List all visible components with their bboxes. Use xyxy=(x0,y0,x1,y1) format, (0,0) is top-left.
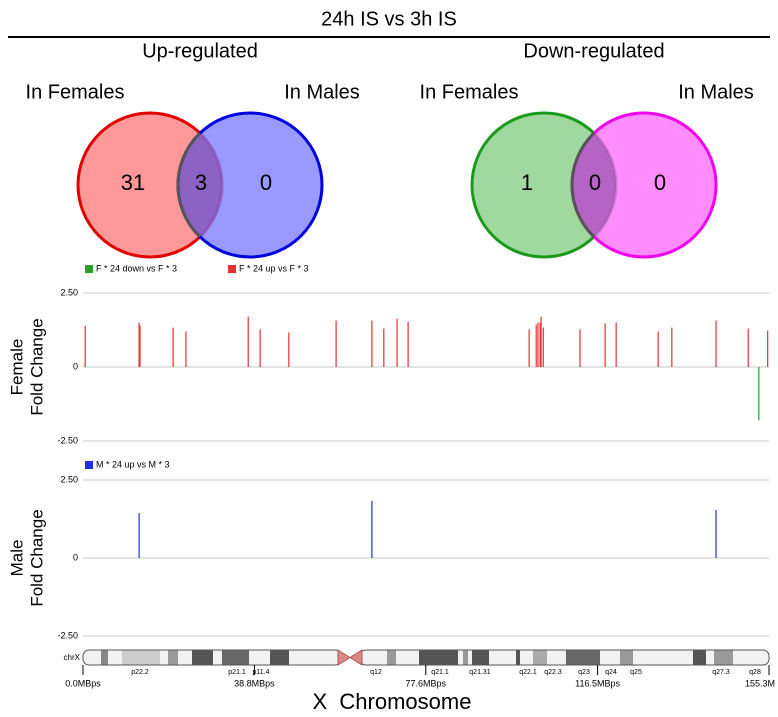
ideogram-band xyxy=(620,650,633,665)
figure-title: 24h IS vs 3h IS xyxy=(321,8,457,30)
ideogram-band xyxy=(168,650,178,665)
ideogram-band xyxy=(419,650,458,665)
ideogram-band xyxy=(566,650,600,665)
venn-count: 0 xyxy=(654,170,666,195)
band-label: q25 xyxy=(630,669,642,676)
ideogram-band xyxy=(387,650,396,665)
venn-count: 3 xyxy=(195,170,207,195)
venn-count: 1 xyxy=(521,170,533,195)
ideogram-band xyxy=(122,650,160,665)
y-tick-label: 2.50 xyxy=(60,287,78,297)
legend-label: M * 24 up vs M * 3 xyxy=(96,459,170,469)
venn-count: 31 xyxy=(121,170,145,195)
band-label: p21.1 xyxy=(228,669,246,676)
ideogram-band xyxy=(693,650,706,665)
centromere xyxy=(337,649,363,666)
y-tick-label: -2.50 xyxy=(57,435,78,445)
band-label: q28 xyxy=(749,669,761,676)
legend-swatch xyxy=(85,265,93,273)
y-axis-label: Female xyxy=(7,339,26,396)
venn-set-label: In Females xyxy=(420,81,519,103)
ideogram-band xyxy=(714,650,733,665)
ideogram-band xyxy=(222,650,249,665)
legend-swatch xyxy=(228,265,236,273)
band-label: q12 xyxy=(370,669,382,676)
band-label: q21.1 xyxy=(431,669,449,676)
band-label: p11.4 xyxy=(253,669,270,676)
x-tick-label: 38.8MBps xyxy=(234,678,275,688)
legend-swatch xyxy=(85,461,93,469)
venn-count: 0 xyxy=(589,170,601,195)
ideogram-band xyxy=(516,650,520,665)
band-label: q22.3 xyxy=(544,669,562,676)
band-label: q23 xyxy=(578,669,590,676)
x-axis-label: X Chromosome xyxy=(313,689,472,714)
legend-label: F * 24 down vs F * 3 xyxy=(96,263,177,273)
y-tick-label: 0 xyxy=(73,361,78,371)
legend-label: F * 24 up vs F * 3 xyxy=(239,263,309,273)
band-label: p22.2 xyxy=(131,669,149,676)
venn-title: Up-regulated xyxy=(142,40,258,62)
x-tick-label: 77.6MBps xyxy=(406,678,447,688)
y-tick-label: -2.50 xyxy=(57,630,78,640)
band-label: q27.3 xyxy=(712,669,730,676)
band-label: q22.1 xyxy=(519,669,537,676)
ideogram-band xyxy=(463,650,468,665)
ideogram-band xyxy=(101,650,108,665)
venn-set-label: In Males xyxy=(678,81,754,103)
y-tick-label: 0 xyxy=(73,552,78,562)
y-axis-label: Fold Change xyxy=(27,318,46,415)
venn-title: Down-regulated xyxy=(523,40,664,62)
ideogram-band xyxy=(472,650,489,665)
chromosome-name: chrX xyxy=(64,653,81,662)
venn-count: 0 xyxy=(260,170,272,195)
y-axis-label: Male xyxy=(7,540,26,577)
venn-set-label: In Males xyxy=(284,81,360,103)
y-tick-label: 2.50 xyxy=(60,474,78,484)
x-tick-label: 116.5MBps xyxy=(575,678,620,688)
ideogram-band xyxy=(270,650,289,665)
x-tick-label: 0.0MBps xyxy=(65,678,101,688)
ideogram-band xyxy=(533,650,547,665)
ideogram-band xyxy=(192,650,213,665)
y-axis-label: Fold Change xyxy=(27,509,46,606)
band-label: q24 xyxy=(605,669,617,676)
x-tick-label: 155.3M xyxy=(745,678,775,688)
band-label: q21.31 xyxy=(469,669,491,676)
venn-set-label: In Females xyxy=(26,81,125,103)
